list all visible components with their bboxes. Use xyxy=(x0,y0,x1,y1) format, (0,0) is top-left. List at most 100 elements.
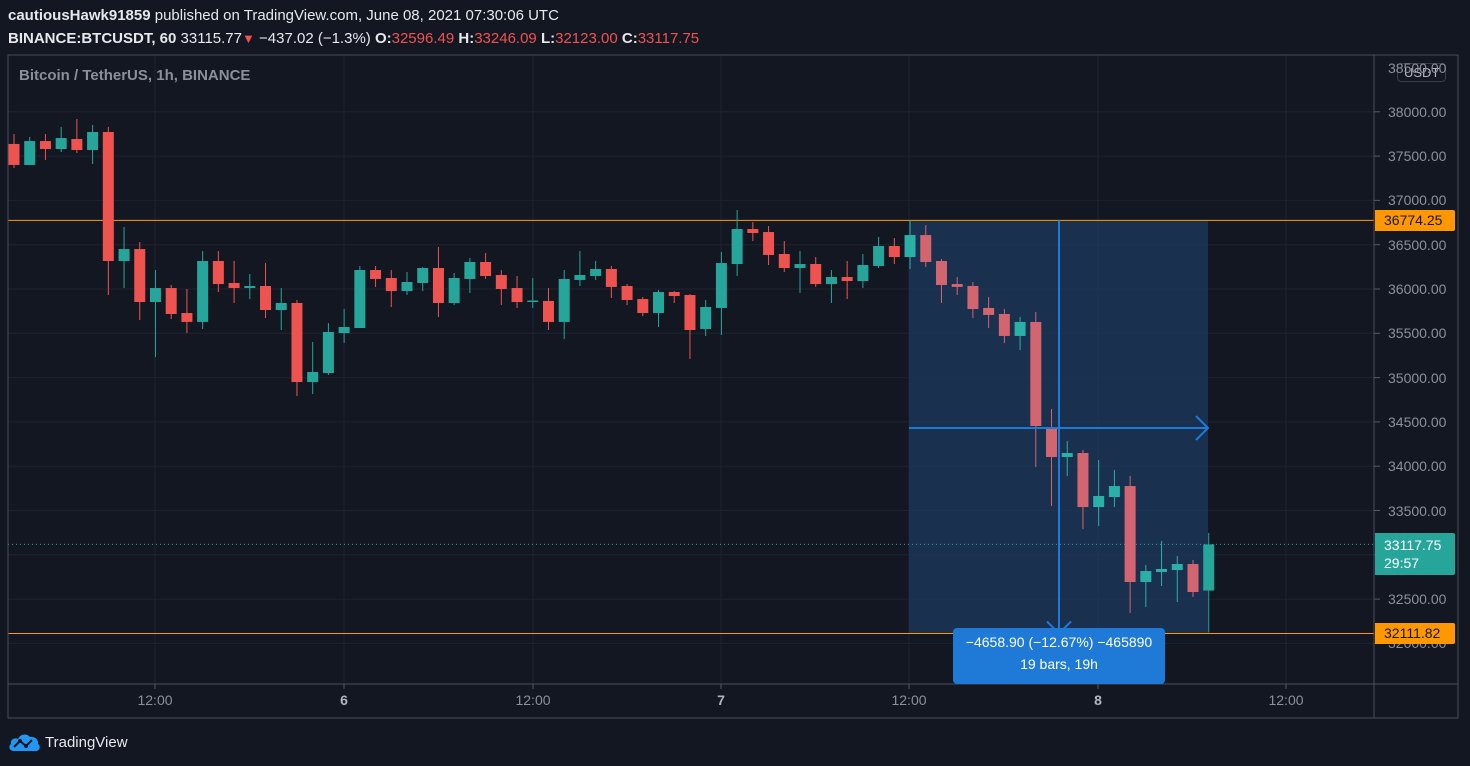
measure-label: −4658.90 (−12.67%) −465890 19 bars, 19h xyxy=(953,628,1165,684)
bar-countdown: 29:57 xyxy=(1384,555,1420,571)
candle xyxy=(385,270,397,307)
candle xyxy=(841,261,853,300)
candle xyxy=(71,118,83,153)
candle xyxy=(653,289,665,328)
candle xyxy=(228,261,240,303)
currency-badge[interactable]: USDT xyxy=(1397,63,1447,82)
y-tick-label: 34500.00 xyxy=(1388,413,1447,430)
x-tick-label: 12:00 xyxy=(137,692,173,708)
candle xyxy=(1156,540,1168,586)
x-tick-label: 12:00 xyxy=(515,692,551,708)
candle xyxy=(747,222,759,241)
candle xyxy=(1171,556,1183,603)
candle xyxy=(1187,560,1199,597)
last-price-tag: 33117.75 29:57 xyxy=(1375,533,1455,575)
low-label: L: xyxy=(540,30,556,47)
y-tick-label: 36000.00 xyxy=(1388,281,1447,297)
candle xyxy=(621,284,633,306)
open-value: 32596.49 xyxy=(391,30,455,47)
candle xyxy=(574,250,586,286)
close-label: C: xyxy=(621,30,638,47)
candle xyxy=(763,226,775,265)
candle xyxy=(1030,312,1042,467)
high-value: 33246.09 xyxy=(474,30,537,47)
tradingview-logo[interactable]: TradingView xyxy=(8,731,128,753)
candle xyxy=(260,263,272,318)
candle xyxy=(244,274,256,300)
candle xyxy=(558,270,570,339)
candle xyxy=(1093,459,1105,527)
candle xyxy=(542,288,554,331)
candle xyxy=(102,126,114,296)
open-label: O: xyxy=(374,30,392,47)
candle xyxy=(873,236,885,269)
last-price-value: 33117.75 xyxy=(1384,537,1442,553)
candle xyxy=(181,289,193,334)
candle xyxy=(401,271,413,296)
candle xyxy=(810,257,822,287)
down-triangle-icon: ▼ xyxy=(241,31,255,46)
publish-info: cautiousHawk91859 published on TradingVi… xyxy=(8,7,559,24)
y-tick-label: 37500.00 xyxy=(1388,148,1447,165)
x-tick-label: 7 xyxy=(717,692,725,708)
arrow-right-icon xyxy=(1195,415,1210,441)
price-change: −437.02 (−1.3%) xyxy=(259,30,371,47)
candle xyxy=(1061,441,1073,477)
measure-change: −4658.90 (−12.67%) −465890 xyxy=(965,634,1153,650)
chart-border xyxy=(7,54,1459,719)
candle xyxy=(118,226,130,289)
candle xyxy=(888,237,900,265)
y-tick-label: 34000.00 xyxy=(1388,458,1447,475)
candle xyxy=(935,258,947,303)
candle xyxy=(338,309,350,344)
y-tick-label: 35000.00 xyxy=(1388,369,1447,386)
close-value: 33117.75 xyxy=(637,30,700,47)
candle xyxy=(1108,470,1120,508)
candle xyxy=(951,277,963,296)
candle xyxy=(967,282,979,318)
tradingview-cloud-icon xyxy=(9,734,40,751)
candle xyxy=(684,293,696,359)
candle xyxy=(55,126,67,153)
candle xyxy=(904,219,916,269)
y-tick-label: 36500.00 xyxy=(1388,236,1447,253)
candle xyxy=(322,323,334,376)
chart-title: Bitcoin / TetherUS, 1h, BINANCE xyxy=(19,67,251,84)
y-tick-label: 38500.00 xyxy=(1388,59,1447,76)
published-text: published on TradingView.com, June 08, 2… xyxy=(154,7,559,24)
candle xyxy=(1203,532,1215,633)
candle xyxy=(590,261,602,280)
candle xyxy=(1014,316,1026,351)
candle xyxy=(432,247,444,317)
author-name[interactable]: cautiousHawk91859 xyxy=(8,7,151,24)
candle xyxy=(778,240,790,272)
candle xyxy=(448,272,460,306)
candle xyxy=(1124,476,1136,614)
resistance-price-tag: 36774.25 xyxy=(1375,210,1455,231)
candle xyxy=(165,285,177,320)
measure-arrows xyxy=(909,220,1210,635)
candle xyxy=(212,250,224,293)
logo-text: TradingView xyxy=(45,733,128,751)
candle xyxy=(715,251,727,335)
candle xyxy=(24,136,36,165)
symbol-label: BINANCE:BTCUSDT, 60 xyxy=(8,30,177,47)
candle xyxy=(527,278,539,309)
candle xyxy=(480,253,492,279)
candle xyxy=(134,242,146,321)
y-tick-label: 35500.00 xyxy=(1388,325,1447,342)
chart-frame xyxy=(7,54,1459,719)
y-tick-label: 37000.00 xyxy=(1388,192,1447,209)
candle xyxy=(983,296,995,328)
candle xyxy=(464,257,476,293)
candle xyxy=(495,270,507,306)
y-tick-label: 32500.00 xyxy=(1388,591,1447,608)
support-price-tag: 32111.82 xyxy=(1375,623,1455,644)
candle xyxy=(731,209,743,276)
x-tick-label: 6 xyxy=(340,692,348,708)
x-tick-label: 12:00 xyxy=(891,692,927,708)
last-price: 33115.77 xyxy=(180,30,242,47)
candle xyxy=(511,275,523,309)
candle xyxy=(637,296,649,317)
